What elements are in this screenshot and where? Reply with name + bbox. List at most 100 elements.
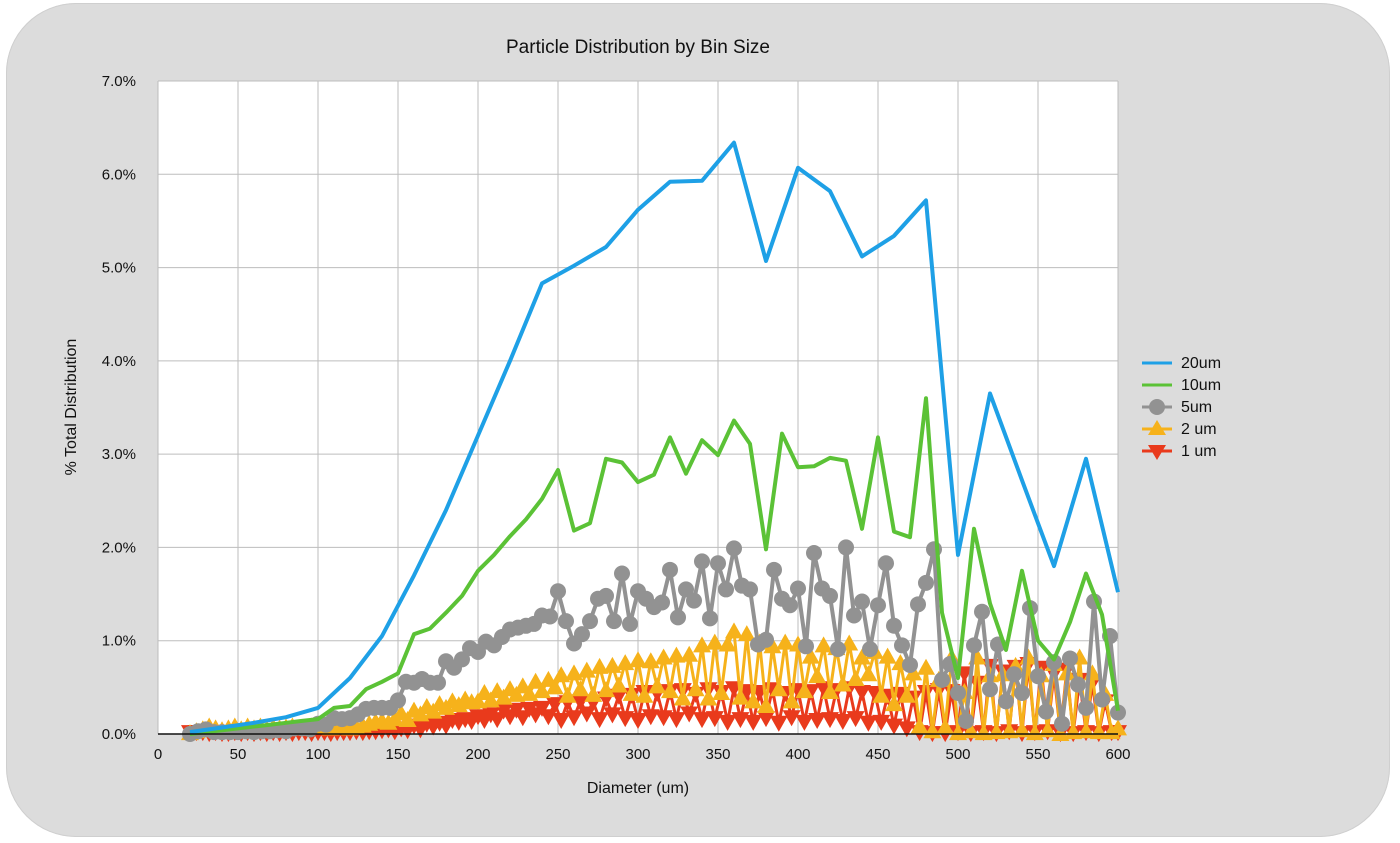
x-tick-label: 400 [785, 746, 810, 763]
point-2um [686, 680, 705, 697]
series-10um [189, 396, 1120, 736]
point-2um [718, 635, 737, 652]
point-5um [766, 561, 782, 578]
point-5um [806, 545, 822, 562]
point-5um [830, 641, 846, 658]
point-1um [571, 694, 590, 711]
point-5um [558, 613, 574, 630]
point-5um [902, 656, 918, 673]
chart-title: Particle Distribution by Bin Size [506, 37, 770, 58]
point-2um [552, 666, 571, 683]
legend-item-20um: 20um [1142, 355, 1221, 372]
point-2um [545, 678, 564, 695]
point-1um [616, 711, 635, 728]
point-2um [673, 689, 692, 706]
legend-marker [1148, 420, 1166, 435]
point-2um [795, 682, 814, 699]
point-5um [702, 610, 718, 627]
x-tick-label: 0 [154, 746, 162, 763]
point-2um [859, 665, 878, 682]
point-5um [622, 615, 638, 632]
point-2um [398, 711, 417, 728]
point-2um [987, 723, 1006, 740]
point-2um [648, 677, 667, 694]
x-tick-label: 200 [465, 746, 490, 763]
point-1um [821, 712, 839, 729]
point-2um [846, 669, 865, 686]
point-5um [390, 692, 406, 709]
point-2um [1109, 719, 1127, 736]
point-5um [798, 638, 814, 655]
legend-item-10um: 10um [1142, 377, 1221, 394]
point-2um [974, 724, 993, 741]
point-5um [742, 581, 758, 598]
x-tick-label: 350 [705, 746, 730, 763]
point-2um [910, 717, 929, 734]
legend-label: 10um [1181, 377, 1221, 394]
point-5um [726, 540, 742, 557]
point-2um [590, 657, 609, 674]
point-2um [801, 647, 820, 664]
legend-item-2um: 2 um [1142, 420, 1217, 438]
point-5um [686, 592, 702, 609]
point-1um [629, 713, 647, 730]
point-1um [968, 675, 987, 692]
point-2um [897, 686, 916, 703]
point-2um [699, 689, 718, 706]
point-1um [667, 712, 686, 729]
point-2um [725, 622, 743, 639]
point-2um [821, 683, 839, 700]
point-5um [1006, 666, 1022, 683]
point-5um [790, 580, 806, 597]
series-20um [189, 140, 1120, 735]
point-2um [667, 646, 686, 663]
point-5um [974, 603, 990, 620]
point-5um [950, 684, 966, 701]
point-1um [577, 706, 596, 723]
point-5um [694, 553, 710, 570]
legend-item-5um: 5um [1142, 399, 1212, 416]
point-2um [853, 648, 871, 665]
x-tick-label: 250 [545, 746, 570, 763]
y-tick-label: 6.0% [102, 166, 136, 183]
point-1um [680, 706, 699, 723]
point-2um [904, 664, 923, 681]
point-2um [782, 692, 801, 709]
x-tick-label: 150 [385, 746, 410, 763]
point-5um [1038, 703, 1054, 720]
point-5um [758, 631, 774, 648]
point-1um [808, 713, 827, 730]
series-5um [182, 539, 1126, 742]
x-tick-label: 300 [625, 746, 650, 763]
point-5um [662, 561, 678, 578]
point-1um [718, 714, 737, 731]
chart-frame: 0 50 100 150 200 250 300 350 400 450 500 550 600 0.0%… [6, 3, 1390, 837]
point-5um [782, 597, 798, 614]
point-2um [469, 692, 487, 709]
point-1um [609, 688, 628, 705]
point-1um [693, 712, 711, 729]
legend-label: 20um [1181, 355, 1221, 372]
x-tick-label: 500 [945, 746, 970, 763]
x-tick-label: 50 [230, 746, 247, 763]
point-5um [1062, 650, 1078, 667]
point-1um [795, 714, 814, 731]
point-2um [917, 658, 935, 675]
point-5um [934, 671, 950, 688]
point-1um [654, 710, 673, 727]
point-2um [776, 633, 795, 650]
point-1um [757, 711, 775, 728]
point-5um [1078, 699, 1094, 716]
point-2um [622, 684, 641, 701]
legend-label: 5um [1181, 399, 1212, 416]
point-2um [1064, 723, 1083, 740]
point-1um [846, 711, 865, 728]
legend: 20um 10um 5um 2 um 1 um [1142, 355, 1221, 460]
legend-marker [1148, 445, 1166, 460]
point-5um [1094, 691, 1110, 708]
point-5um [1014, 684, 1030, 701]
point-1um [853, 685, 871, 702]
x-tick-label: 550 [1025, 746, 1050, 763]
point-1um [833, 713, 852, 730]
y-tick-label: 1.0% [102, 633, 136, 650]
